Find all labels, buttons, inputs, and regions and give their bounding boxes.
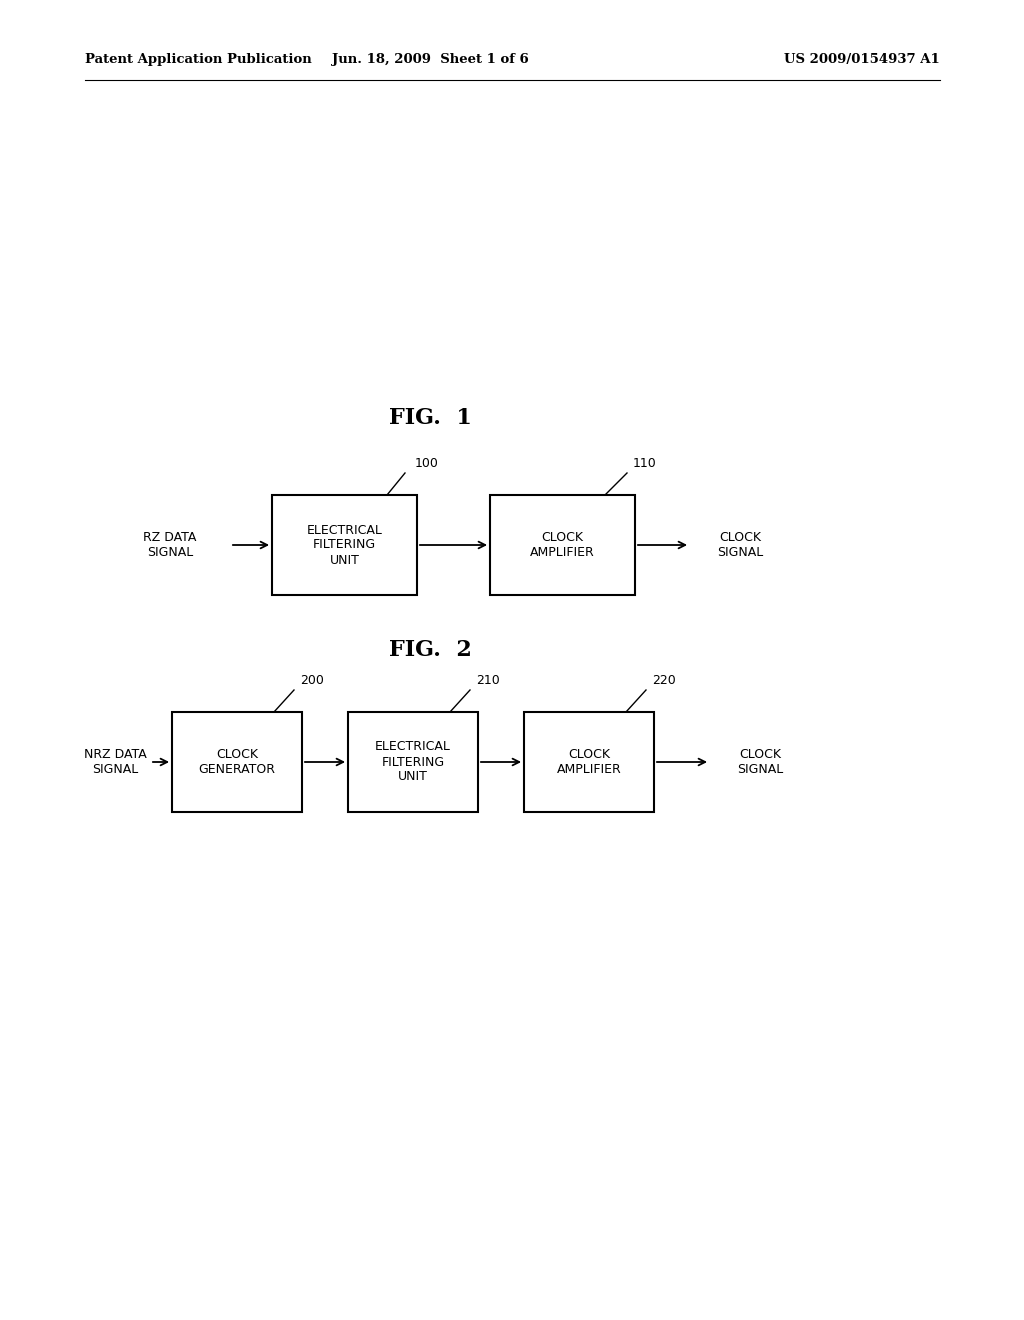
- Text: NRZ DATA
SIGNAL: NRZ DATA SIGNAL: [84, 748, 146, 776]
- Text: US 2009/0154937 A1: US 2009/0154937 A1: [784, 54, 940, 66]
- Text: ELECTRICAL
FILTERING
UNIT: ELECTRICAL FILTERING UNIT: [375, 741, 451, 784]
- Bar: [348, 711, 478, 812]
- Text: Jun. 18, 2009  Sheet 1 of 6: Jun. 18, 2009 Sheet 1 of 6: [332, 54, 528, 66]
- Text: 220: 220: [652, 675, 676, 686]
- Text: CLOCK
SIGNAL: CLOCK SIGNAL: [717, 531, 763, 558]
- Text: ELECTRICAL
FILTERING
UNIT: ELECTRICAL FILTERING UNIT: [306, 524, 382, 566]
- Text: 200: 200: [300, 675, 324, 686]
- Bar: [272, 495, 417, 595]
- Text: Patent Application Publication: Patent Application Publication: [85, 54, 311, 66]
- Text: FIG.  2: FIG. 2: [388, 639, 471, 661]
- Bar: [524, 711, 654, 812]
- Bar: [172, 711, 302, 812]
- Text: 110: 110: [633, 457, 656, 470]
- Text: CLOCK
AMPLIFIER: CLOCK AMPLIFIER: [557, 748, 622, 776]
- Text: 210: 210: [476, 675, 500, 686]
- Text: CLOCK
AMPLIFIER: CLOCK AMPLIFIER: [530, 531, 595, 558]
- Text: RZ DATA
SIGNAL: RZ DATA SIGNAL: [143, 531, 197, 558]
- Text: CLOCK
SIGNAL: CLOCK SIGNAL: [737, 748, 783, 776]
- Text: CLOCK
GENERATOR: CLOCK GENERATOR: [199, 748, 275, 776]
- Text: 100: 100: [415, 457, 439, 470]
- Text: FIG.  1: FIG. 1: [388, 407, 471, 429]
- Bar: [490, 495, 635, 595]
